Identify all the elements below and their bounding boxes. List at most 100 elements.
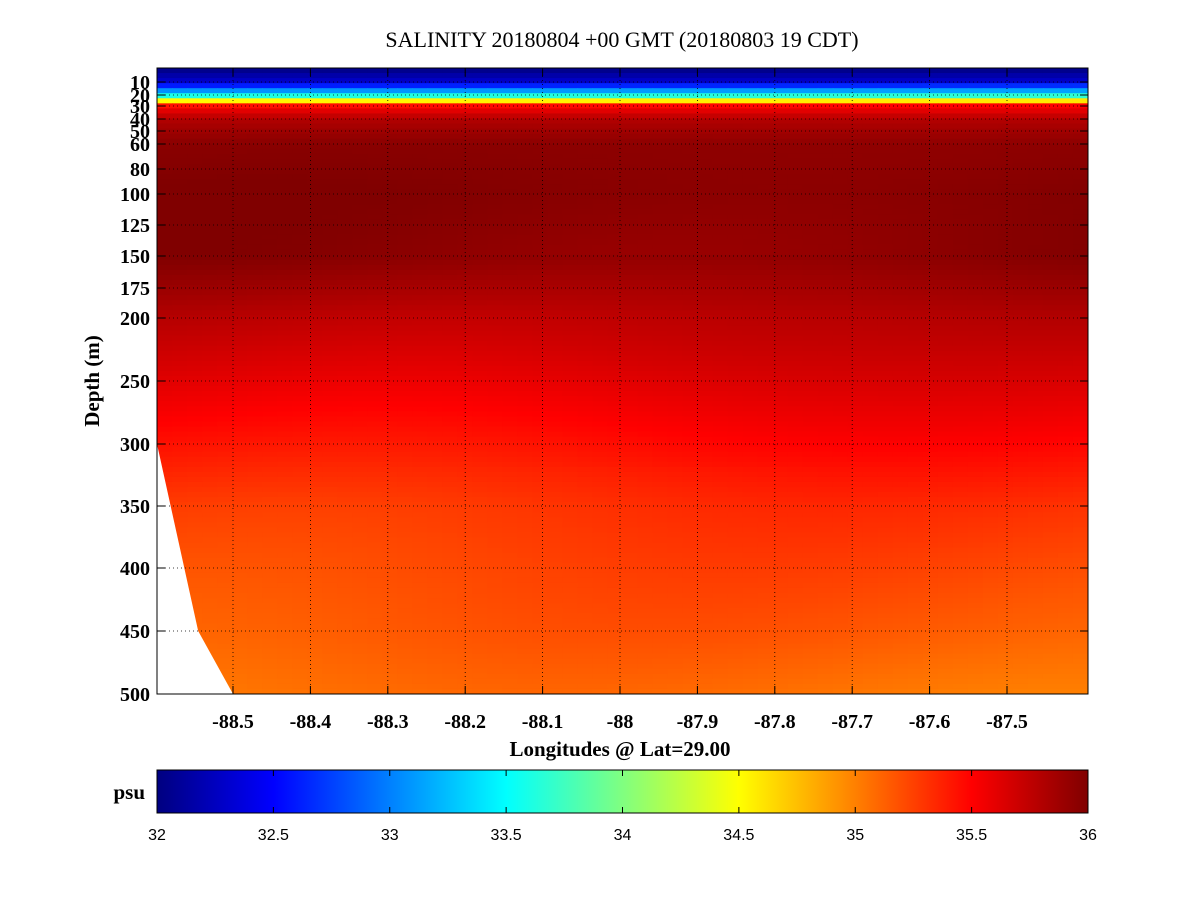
heatmap-cell <box>577 68 594 74</box>
heatmap-cell <box>832 98 849 104</box>
heatmap-cell <box>982 431 999 438</box>
heatmap-cell <box>187 350 203 357</box>
heatmap-cell <box>697 340 714 347</box>
heatmap-cell <box>817 360 834 367</box>
heatmap-cell <box>682 93 699 99</box>
heatmap-cell <box>487 315 503 322</box>
heatmap-cell <box>547 68 564 74</box>
heatmap-cell <box>577 350 594 357</box>
heatmap-cell <box>502 330 518 337</box>
heatmap-cell <box>352 431 368 438</box>
heatmap-cell <box>577 355 594 362</box>
heatmap-cell <box>592 274 609 281</box>
heatmap-cell <box>202 194 218 200</box>
heatmap-cell <box>967 224 984 231</box>
heatmap-cell <box>1027 73 1044 79</box>
heatmap-cell <box>742 163 759 170</box>
heatmap-cell <box>862 98 879 104</box>
heatmap-cell <box>547 305 564 311</box>
heatmap-cell <box>697 375 714 382</box>
heatmap-cell <box>412 128 428 135</box>
heatmap-cell <box>562 83 579 89</box>
heatmap-cell <box>262 68 278 74</box>
heatmap-cell <box>787 239 804 246</box>
heatmap-cell <box>1012 325 1029 332</box>
heatmap-cell <box>967 386 984 392</box>
heatmap-cell <box>592 406 609 412</box>
heatmap-cell <box>922 83 939 89</box>
heatmap-cell <box>892 98 909 104</box>
heatmap-cell <box>337 163 353 170</box>
heatmap-cell <box>967 133 984 140</box>
heatmap-cell <box>517 153 534 160</box>
heatmap-cell <box>667 426 684 433</box>
heatmap-cell <box>952 370 969 377</box>
heatmap-cell <box>232 153 248 160</box>
heatmap-cell <box>937 360 954 367</box>
heatmap-cell <box>382 320 398 327</box>
heatmap-cell <box>652 163 669 170</box>
heatmap-cell <box>217 133 233 140</box>
heatmap-cell <box>1012 163 1029 170</box>
heatmap-cell <box>532 360 549 367</box>
heatmap-cell <box>1012 360 1029 367</box>
heatmap-cell <box>697 421 714 428</box>
heatmap-cell <box>382 158 398 165</box>
heatmap-cell <box>262 264 278 271</box>
heatmap-cell <box>982 153 999 160</box>
heatmap-cell <box>337 295 353 301</box>
heatmap-cell <box>562 249 579 256</box>
heatmap-cell <box>847 330 864 337</box>
heatmap-cell <box>952 396 969 402</box>
heatmap-cell <box>787 375 804 382</box>
heatmap-cell <box>187 431 203 438</box>
heatmap-cell <box>1057 456 1074 463</box>
heatmap-cell <box>517 123 534 130</box>
heatmap-cell <box>712 214 729 221</box>
heatmap-cell <box>712 118 729 125</box>
heatmap-cell <box>172 158 188 165</box>
heatmap-cell <box>862 396 879 402</box>
heatmap-cell <box>922 426 939 433</box>
heatmap-cell <box>442 466 458 473</box>
heatmap-cell <box>382 163 398 170</box>
heatmap-cell <box>472 305 488 311</box>
heatmap-cell <box>712 310 729 316</box>
heatmap-cell <box>157 179 173 185</box>
heatmap-cell <box>952 335 969 342</box>
heatmap-cell <box>292 335 308 342</box>
heatmap-cell <box>397 461 413 468</box>
heatmap-cell <box>232 320 248 327</box>
heatmap-cell <box>472 335 488 342</box>
heatmap-cell <box>952 461 969 468</box>
heatmap-cell <box>637 446 654 453</box>
heatmap-cell <box>742 244 759 251</box>
heatmap-cell <box>607 436 624 443</box>
heatmap-cell <box>892 436 909 443</box>
heatmap-cell <box>802 239 819 246</box>
heatmap-cell <box>322 73 338 79</box>
heatmap-cell <box>232 471 248 478</box>
heatmap-cell <box>892 204 909 210</box>
heatmap-cell <box>382 133 398 140</box>
heatmap-cell <box>472 360 488 367</box>
heatmap-cell <box>1012 350 1029 357</box>
heatmap-cell <box>832 88 849 94</box>
heatmap-cell <box>907 204 924 210</box>
heatmap-cell <box>847 148 864 155</box>
heatmap-cell <box>217 461 233 468</box>
heatmap-cell <box>817 88 834 94</box>
heatmap-cell <box>817 350 834 357</box>
heatmap-cell <box>742 391 759 397</box>
heatmap-cell <box>232 184 248 190</box>
heatmap-cell <box>502 345 518 352</box>
heatmap-cell <box>442 239 458 246</box>
heatmap-cell <box>787 345 804 352</box>
heatmap-cell <box>667 168 684 175</box>
heatmap-cell <box>577 365 594 372</box>
heatmap-cell <box>877 78 894 84</box>
heatmap-cell <box>517 431 534 438</box>
heatmap-cell <box>427 456 443 463</box>
heatmap-cell <box>892 406 909 412</box>
heatmap-cell <box>697 93 714 99</box>
